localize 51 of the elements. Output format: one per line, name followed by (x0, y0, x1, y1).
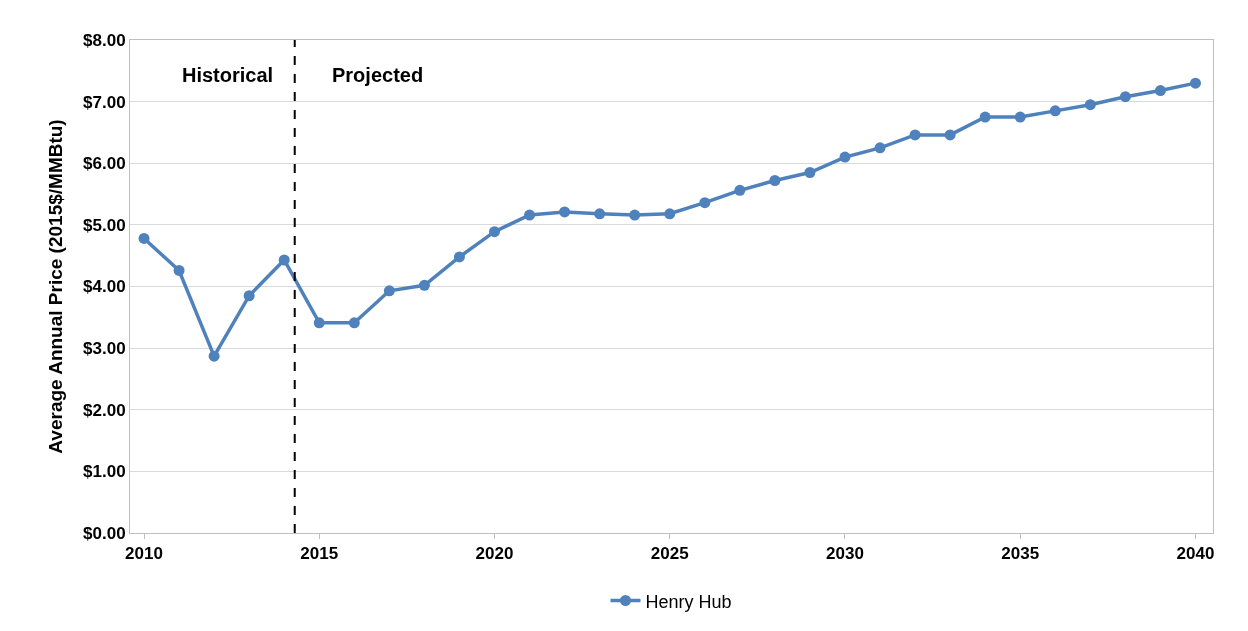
x-tick-label: 2025 (650, 544, 689, 564)
point (944, 129, 956, 141)
point (524, 209, 536, 221)
x-tick-label: 2020 (475, 544, 514, 564)
point (804, 166, 816, 178)
point (979, 111, 991, 123)
point (699, 197, 711, 209)
point (489, 226, 500, 238)
point (734, 184, 746, 196)
point (1119, 91, 1131, 103)
y-tick-label: $6.00 (83, 154, 126, 174)
x-tick-label: 2015 (300, 544, 339, 564)
point (594, 208, 606, 220)
y-tick-label: $7.00 (83, 92, 126, 112)
annotation: Projected (332, 64, 424, 86)
point (383, 285, 395, 297)
point (1084, 99, 1096, 111)
point (874, 142, 886, 154)
x-tick-label: 2030 (826, 544, 864, 564)
point (208, 350, 220, 362)
y-tick-label: $0.00 (83, 523, 126, 543)
y-tick-label: $2.00 (83, 400, 126, 420)
y-tick-label: $4.00 (83, 277, 126, 297)
y-axis-title: Average Annual Price (2015$/MMBtu) (44, 119, 66, 454)
x-tick-label: 2010 (125, 544, 163, 564)
point (1154, 85, 1166, 97)
point (664, 208, 676, 220)
x-tick-label: 2040 (1176, 544, 1215, 564)
y-tick-label: $1.00 (83, 462, 126, 482)
point (173, 264, 185, 276)
point (243, 290, 255, 302)
point (138, 232, 150, 244)
point (769, 175, 781, 187)
point (909, 129, 921, 141)
point (453, 251, 465, 263)
point (1049, 105, 1061, 117)
point (1014, 111, 1026, 123)
point (278, 254, 290, 266)
point (313, 317, 325, 329)
annotation: Historical (182, 64, 274, 86)
y-tick-label: $8.00 (83, 30, 126, 50)
point (348, 317, 360, 329)
y-tick-label: $5.00 (83, 215, 126, 235)
point (1189, 77, 1201, 89)
legend-label: Henry Hub (645, 591, 732, 612)
x-tick-label: 2035 (1001, 544, 1040, 564)
point (629, 209, 641, 221)
point (839, 151, 851, 163)
point (418, 279, 430, 291)
point (559, 206, 571, 218)
y-tick-label: $3.00 (83, 339, 126, 359)
